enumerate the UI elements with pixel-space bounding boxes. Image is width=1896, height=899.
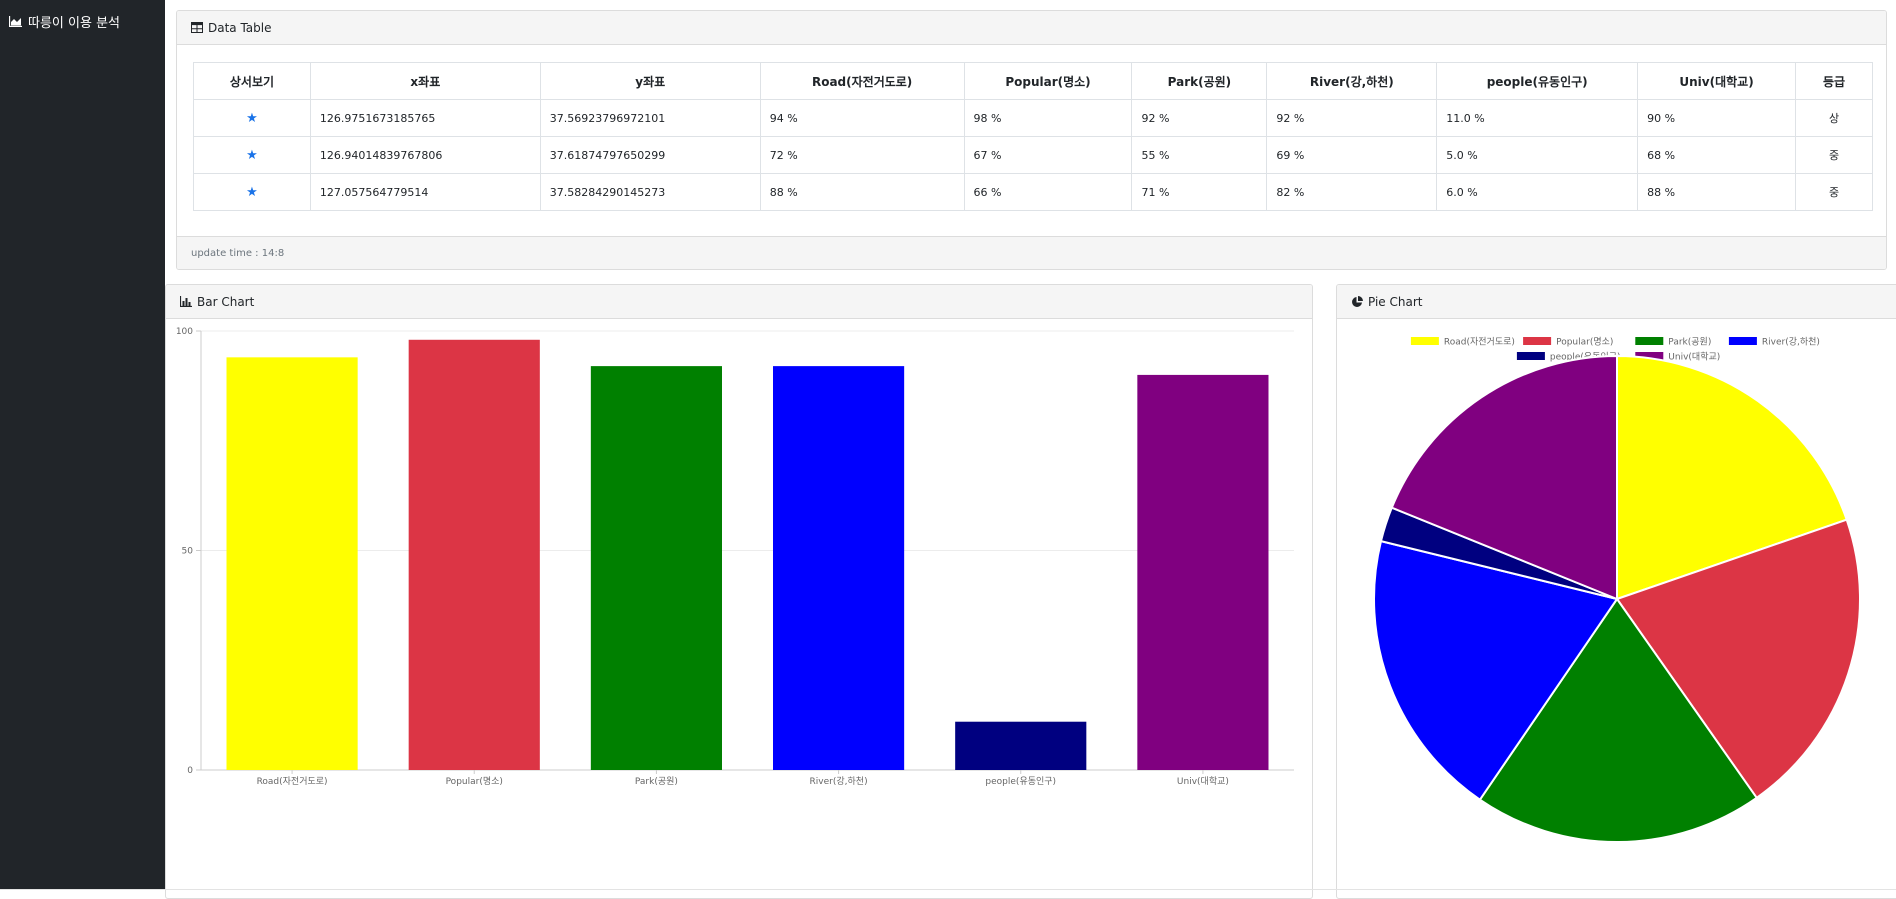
legend-label: Road(자전거도로) — [1444, 337, 1515, 348]
pie-slice — [1478, 597, 1759, 843]
cell-univ: 88 % — [1637, 173, 1796, 211]
sidebar: 따릉이 이용 분석 — [0, 0, 165, 889]
bar — [408, 339, 540, 770]
cell-park: 92 % — [1131, 99, 1268, 137]
legend-label: Park(공원) — [1668, 337, 1711, 348]
y-tick-label: 100 — [176, 327, 193, 337]
column-header-road[interactable]: Road(자전거도로) — [759, 62, 965, 100]
pie-slice — [1615, 518, 1861, 800]
column-header-popular[interactable]: Popular(명소) — [963, 62, 1133, 100]
cell-road: 72 % — [759, 136, 965, 174]
legend-swatch — [1410, 337, 1439, 345]
pie-chart-icon — [1351, 295, 1363, 308]
legend-swatch — [1635, 337, 1664, 345]
pie-slice — [1616, 354, 1848, 601]
app-title: 따릉이 이용 분석 — [28, 16, 120, 31]
bar-chart: 0 50 100 Road(자전거도로) Popular(명소) Park(공원) Rive… — [176, 327, 1294, 787]
legend-swatch — [1516, 352, 1545, 360]
x-tick-label: Park(공원) — [635, 776, 678, 787]
bar — [590, 366, 722, 770]
cell-grade: 상 — [1795, 99, 1873, 137]
bar — [955, 721, 1087, 770]
column-header-univ[interactable]: Univ(대학교) — [1637, 62, 1796, 100]
main-content: Data Table 상서보기 x좌표 y좌표 Road(자전거도로) Popu… — [165, 0, 1896, 899]
table-icon — [191, 22, 203, 33]
legend-label: River(강,하천) — [1762, 337, 1820, 348]
cell-univ: 90 % — [1637, 99, 1796, 137]
pie-chart-card: Pie Chart Road(자전거도로) Popular(명소) Park(공원)… — [1336, 284, 1896, 899]
table-row: ★ 127.057564779514 37.58284290145273 88 … — [193, 173, 1873, 211]
pie-slice — [1373, 539, 1619, 802]
cell-y: 37.56923796972101 — [539, 99, 761, 137]
table-row: ★ 126.9751673185765 37.56923796972101 94… — [193, 99, 1873, 137]
table-row: ★ 126.94014839767806 37.61874797650299 7… — [193, 136, 1873, 174]
pie-slice — [1390, 354, 1618, 601]
cell-x: 126.94014839767806 — [309, 136, 541, 174]
cell-people: 11.0 % — [1436, 99, 1639, 137]
area-chart-icon — [9, 16, 22, 27]
cell-park: 71 % — [1131, 173, 1268, 211]
legend-swatch — [1635, 352, 1664, 360]
y-tick-label: 0 — [187, 766, 193, 776]
cell-univ: 68 % — [1637, 136, 1796, 174]
column-header-x[interactable]: x좌표 — [309, 62, 541, 100]
x-tick-label: Popular(명소) — [446, 776, 503, 787]
data-table: 상서보기 x좌표 y좌표 Road(자전거도로) Popular(명소) Par… — [193, 62, 1873, 211]
table-header-row: 상서보기 x좌표 y좌표 Road(자전거도로) Popular(명소) Par… — [193, 62, 1873, 100]
cell-y: 37.61874797650299 — [539, 136, 761, 174]
column-header-y[interactable]: y좌표 — [539, 62, 761, 100]
column-header-people[interactable]: people(유동인구) — [1436, 62, 1639, 100]
legend-swatch — [1523, 337, 1552, 345]
sidebar-brand[interactable]: 따릉이 이용 분석 — [0, 0, 165, 43]
cell-people: 5.0 % — [1436, 136, 1639, 174]
cell-river: 92 % — [1266, 99, 1438, 137]
cell-popular: 98 % — [963, 99, 1133, 137]
column-header-detail[interactable]: 상서보기 — [193, 62, 311, 100]
detail-star-icon[interactable]: ★ — [246, 184, 258, 200]
cell-river: 82 % — [1266, 173, 1438, 211]
bar-chart-icon — [180, 296, 192, 307]
cell-river: 69 % — [1266, 136, 1438, 174]
detail-star-icon[interactable]: ★ — [246, 147, 258, 163]
x-tick-label: River(강,하천) — [810, 776, 868, 787]
legend-swatch — [1728, 337, 1757, 345]
cell-y: 37.58284290145273 — [539, 173, 761, 211]
bar-chart-card-header: Bar Chart — [166, 285, 1312, 319]
y-tick-label: 50 — [182, 547, 194, 557]
cell-people: 6.0 % — [1436, 173, 1639, 211]
bottom-divider — [0, 889, 1896, 890]
cell-x: 127.057564779514 — [309, 173, 541, 211]
bar — [1137, 374, 1269, 770]
data-table-footer: update time : 14:8 — [177, 236, 1886, 269]
cell-x: 126.9751673185765 — [309, 99, 541, 137]
cell-popular: 66 % — [963, 173, 1133, 211]
detail-star-icon[interactable]: ★ — [246, 110, 258, 126]
cell-grade: 중 — [1795, 136, 1873, 174]
bar — [773, 366, 905, 770]
bar-chart-card: Bar Chart 0 50 100 Road(자전거도로) Popular(명소) Pa… — [165, 284, 1313, 899]
bar-chart-title: Bar Chart — [197, 294, 255, 309]
x-tick-label: Road(자전거도로) — [257, 776, 328, 787]
data-table-card: Data Table 상서보기 x좌표 y좌표 Road(자전거도로) Popu… — [176, 10, 1887, 270]
update-time: update time : 14:8 — [191, 247, 285, 259]
cell-road: 94 % — [759, 99, 965, 137]
cell-road: 88 % — [759, 173, 965, 211]
pie-chart-card-header: Pie Chart — [1337, 285, 1896, 319]
column-header-park[interactable]: Park(공원) — [1131, 62, 1268, 100]
column-header-river[interactable]: River(강,하천) — [1266, 62, 1438, 100]
column-header-grade[interactable]: 등급 — [1795, 62, 1873, 100]
x-tick-label: Univ(대학교) — [1177, 776, 1229, 787]
bar — [226, 357, 358, 770]
legend-label: Univ(대학교) — [1668, 352, 1720, 363]
legend-label: Popular(명소) — [1556, 337, 1613, 348]
x-tick-label: people(유동인구) — [985, 776, 1056, 787]
pie-chart-title: Pie Chart — [1368, 294, 1423, 309]
data-table-title: Data Table — [208, 20, 272, 35]
data-table-card-header: Data Table — [177, 11, 1886, 45]
cell-grade: 중 — [1795, 173, 1873, 211]
cell-popular: 67 % — [963, 136, 1133, 174]
cell-park: 55 % — [1131, 136, 1268, 174]
pie-chart: Road(자전거도로) Popular(명소) Park(공원) River(강,하천… — [1373, 337, 1861, 843]
